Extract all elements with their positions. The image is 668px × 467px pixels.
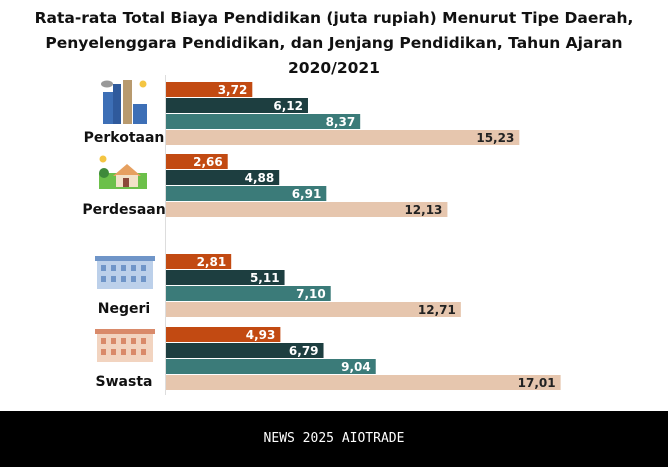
bar: [166, 170, 280, 185]
data-label: 9,04: [341, 360, 371, 374]
category-label: Negeri: [98, 301, 150, 317]
bar: [166, 82, 253, 97]
data-label: 6,12: [273, 99, 303, 113]
bar: [166, 375, 561, 390]
bar: [166, 359, 376, 374]
data-label: 6,91: [292, 187, 322, 201]
data-label: 12,13: [404, 203, 442, 217]
data-label: 7,10: [296, 287, 326, 301]
category-label: Perkotaan: [84, 130, 165, 146]
data-label: 5,11: [250, 271, 280, 285]
data-label: 8,37: [326, 115, 356, 129]
chart-title: Rata-rata Total Biaya Pendidikan (juta r…: [0, 6, 668, 81]
bar: [166, 286, 331, 301]
category-label: Perdesaan: [82, 202, 165, 218]
bar-chart: Perkotaan 3,72 6,12 8,37 15,23 Perdesaan 2,66 4…: [82, 75, 561, 395]
category-label: Swasta: [96, 374, 153, 390]
data-label: 12,71: [418, 303, 456, 317]
private-school-building-icon: [95, 329, 155, 362]
bar: [166, 130, 520, 145]
data-label: 4,88: [245, 171, 275, 185]
bar: [166, 270, 285, 285]
bar: [166, 154, 228, 169]
public-school-building-icon: [95, 256, 155, 289]
bar: [166, 254, 232, 269]
bar: [166, 343, 324, 358]
bar: [166, 327, 281, 342]
data-label: 6,79: [289, 344, 319, 358]
city-icon: [101, 80, 147, 124]
title-line-2: Penyelenggara Pendidikan, dan Jenjang Pe…: [45, 34, 623, 77]
data-label: 4,93: [246, 328, 276, 342]
bar: [166, 186, 327, 201]
data-label: 2,66: [193, 155, 223, 169]
data-label: 3,72: [218, 83, 248, 97]
village-house-icon: [99, 155, 147, 189]
bar: [166, 202, 448, 217]
data-label: 15,23: [476, 131, 514, 145]
bar: [166, 302, 461, 317]
bar: [166, 114, 361, 129]
data-label: 17,01: [518, 376, 556, 390]
footer-banner: NEWS 2025 AIOTRADE: [0, 411, 668, 467]
bar: [166, 98, 308, 113]
title-line-1: Rata-rata Total Biaya Pendidikan (juta r…: [34, 9, 634, 27]
data-label: 2,81: [197, 255, 227, 269]
